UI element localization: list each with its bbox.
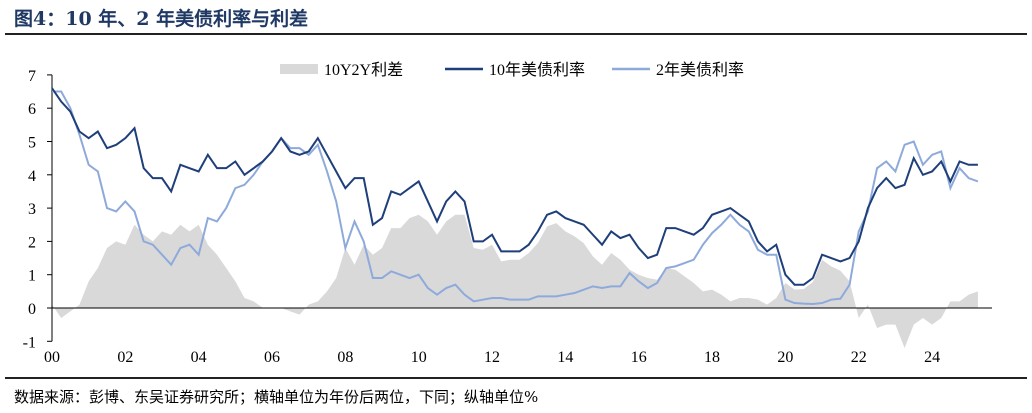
y-tick-label: 1 [28, 268, 36, 285]
source-note: 数据来源：彭博、东吴证券研究所；横轴单位为年份后两位，下同；纵轴单位% [14, 388, 539, 406]
x-tick-label: 22 [851, 349, 867, 366]
legend-swatch-spread [280, 64, 318, 74]
y-tick-label: 5 [28, 135, 36, 152]
spread-area [52, 214, 978, 348]
x-tick-label: 06 [264, 349, 280, 366]
y-tick-label: 2 [28, 234, 36, 251]
y-tick-label: 4 [28, 168, 36, 185]
y-tick-label: 3 [28, 201, 36, 218]
x-tick-label: 12 [484, 349, 500, 366]
line-2y-yield [52, 90, 979, 306]
x-tick-label: 20 [777, 349, 793, 366]
x-tick-label: 00 [44, 349, 60, 366]
chart-title: 图4：10 年、2 年美债利率与利差 [14, 8, 309, 30]
footer-divider [5, 377, 1027, 379]
title-divider [5, 33, 1027, 35]
x-tick-label: 14 [557, 349, 573, 366]
legend-label: 2年美债利率 [656, 61, 744, 79]
legend-label: 10年美债利率 [489, 61, 585, 79]
x-tick-label: 24 [924, 349, 940, 366]
x-tick-label: 10 [411, 349, 427, 366]
y-tick-label: 0 [28, 301, 36, 318]
x-tick-label: 08 [337, 349, 353, 366]
x-tick-label: 02 [117, 349, 133, 366]
legend-label: 10Y2Y利差 [324, 61, 403, 79]
x-tick-label: 18 [704, 349, 720, 366]
line-10y-yield [51, 87, 978, 286]
x-tick-label: 16 [631, 349, 647, 366]
y-tick-label: 7 [28, 68, 36, 85]
y-tick-label: -1 [23, 334, 36, 351]
y-tick-label: 6 [28, 101, 36, 118]
x-tick-label: 04 [191, 349, 207, 366]
